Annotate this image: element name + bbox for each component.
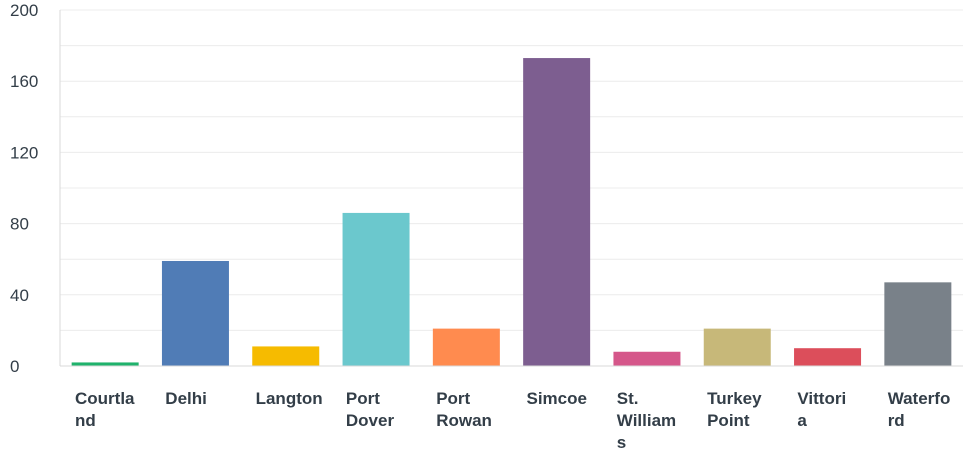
y-tick-label: 160: [10, 72, 38, 91]
x-tick-label: Vittori a: [797, 389, 846, 430]
bars: [71, 58, 952, 367]
x-tick-label: Turkey Point: [707, 389, 762, 430]
bar: [161, 260, 229, 366]
y-tick-label: 120: [10, 143, 38, 162]
bar: [71, 362, 139, 366]
bar: [794, 348, 862, 366]
bar: [613, 351, 681, 366]
x-axis: Courtla nd Delhi Langton Port Dover Port Rowan S…: [60, 365, 963, 452]
y-tick-label: 0: [10, 357, 19, 376]
x-tick-label: Simcoe: [527, 389, 587, 408]
bar: [523, 58, 591, 367]
x-tick-label: Langton: [256, 389, 323, 408]
x-tick-label: Port Rowan: [436, 389, 492, 430]
bar: [252, 346, 320, 366]
x-tick-label: Delhi: [165, 389, 207, 408]
bar: [432, 328, 500, 366]
y-tick-label: 80: [10, 215, 29, 234]
x-tick-label: St. William s: [617, 389, 676, 452]
x-tick-label: Waterfo rd: [888, 389, 951, 430]
x-tick-label: Port Dover: [346, 389, 395, 430]
y-tick-label: 40: [10, 286, 29, 305]
y-tick-label: 200: [10, 1, 38, 20]
y-axis: 0 40 80 120 160 200: [10, 1, 61, 376]
bar: [342, 212, 410, 366]
bar: [703, 328, 771, 366]
bar: [884, 282, 952, 366]
x-tick-label: Courtla nd: [75, 389, 135, 430]
